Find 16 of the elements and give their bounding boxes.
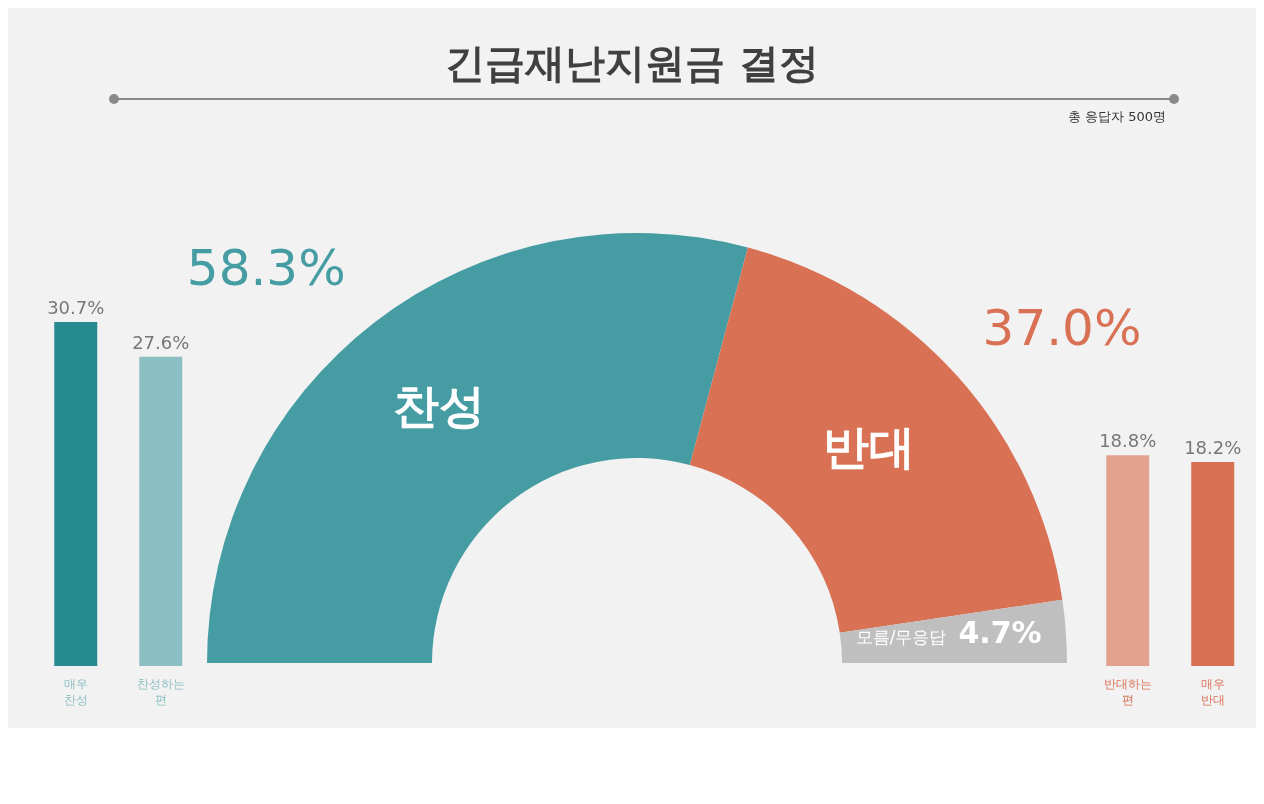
x-tick-label: 매우 반대 — [1200, 677, 1225, 707]
slice-label: 찬성 — [392, 379, 485, 434]
data-label: 37.0% — [982, 298, 1142, 357]
x-tick-label: 반대하는 편 — [1103, 677, 1152, 707]
x-tick-label: 찬성하는 편 — [136, 677, 185, 707]
data-label: 58.3% — [186, 239, 346, 298]
x-tick-label: 매우 찬성 — [63, 677, 88, 707]
chart-title: 긴급재난지원금 결정 — [444, 39, 820, 88]
chart-subtitle: 총 응답자 500명 — [1067, 108, 1166, 126]
slice-label: 모름/무응답 — [855, 626, 947, 647]
data-label: 18.2% — [1184, 437, 1242, 459]
data-label: 30.7% — [47, 297, 105, 318]
data-label: 18.8% — [1099, 430, 1157, 452]
slice-label: 반대 — [822, 419, 915, 474]
data-label: 4.7% — [958, 614, 1042, 650]
data-label: 27.6% — [132, 331, 190, 353]
